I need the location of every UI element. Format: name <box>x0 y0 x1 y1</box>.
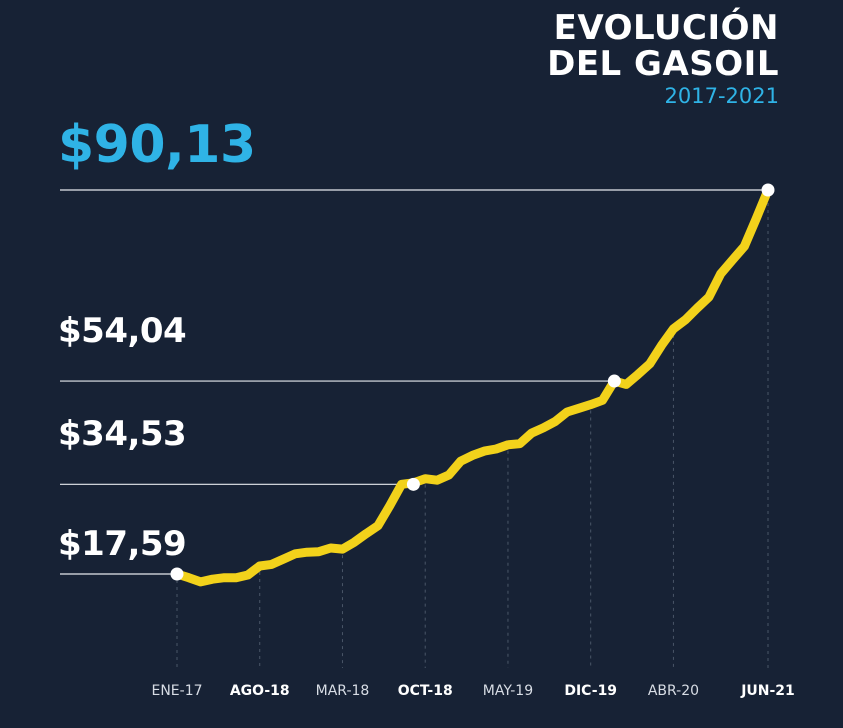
title-line-1: EVOLUCIÓN <box>553 8 779 48</box>
reference-marker-0 <box>170 567 184 581</box>
x-tick-label: MAR-18 <box>316 683 370 699</box>
x-axis-ticks: ENE-17 AGO-18 MAR-18 OCT-18 MAY-19 DIC-19 ABR-… <box>151 683 794 699</box>
x-tick-label: MAY-19 <box>483 683 533 699</box>
chart-title: EVOLUCIÓN DEL GASOIL <box>547 10 779 82</box>
x-tick-label: AGO-18 <box>230 683 290 699</box>
x-tick-label: OCT-18 <box>398 683 453 699</box>
reference-markers <box>170 183 775 581</box>
price-label-max: $90,13 <box>58 115 256 175</box>
x-tick-label: JUN-21 <box>740 683 795 699</box>
price-label-mid-high: $54,04 <box>58 311 187 351</box>
x-tick-label: DIC-19 <box>564 683 617 699</box>
reference-marker-2 <box>607 374 621 388</box>
chart-subtitle: 2017-2021 <box>664 84 779 108</box>
title-line-2: DEL GASOIL <box>547 44 779 84</box>
gasoil-price-line <box>172 185 773 587</box>
reference-marker-1 <box>406 477 420 491</box>
x-tick-label: ENE-17 <box>151 683 202 699</box>
reference-lines <box>60 189 768 575</box>
price-label-mid-low: $34,53 <box>58 414 187 454</box>
vertical-guides <box>176 196 769 668</box>
reference-marker-3 <box>761 183 775 197</box>
price-label-min: $17,59 <box>58 524 187 564</box>
x-tick-label: ABR-20 <box>648 683 699 699</box>
